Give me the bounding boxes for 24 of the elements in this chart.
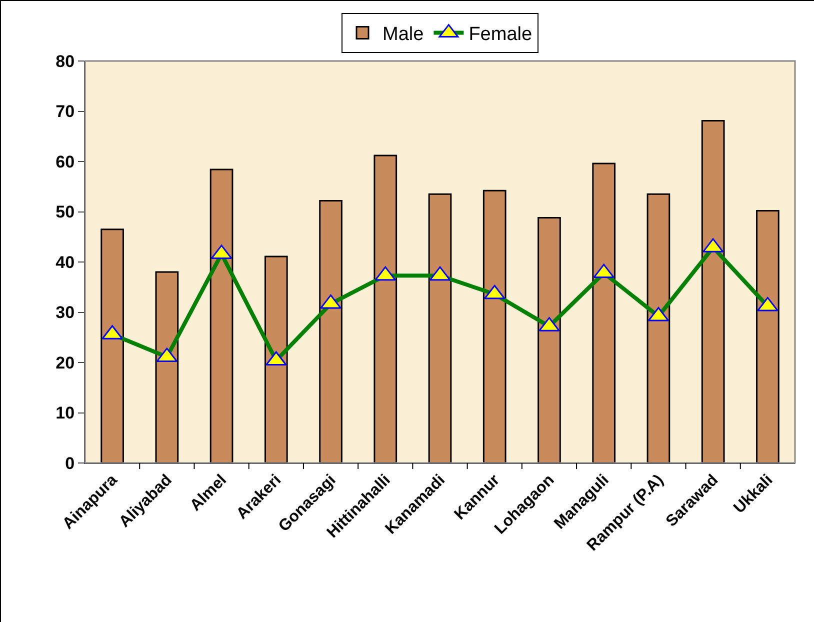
bar [756,210,780,463]
bar [100,228,124,463]
bar [155,271,179,463]
y-tick-label: 60 [56,152,75,172]
bar [374,154,398,463]
y-tick-label: 50 [56,202,75,222]
bar [319,200,342,463]
bar [210,168,234,463]
legend-label: Female [468,24,532,46]
bar [264,256,288,463]
y-tick-label: 40 [56,252,75,272]
bar [701,120,725,463]
bar [482,190,506,463]
y-tick-label: 70 [56,102,75,122]
y-tick-label: 0 [65,454,75,473]
bar [592,162,616,463]
bar [646,193,670,463]
legend-label: Male [382,24,424,46]
y-tick-label: 80 [56,52,75,71]
y-tick-label: 30 [56,303,75,322]
bar [538,217,561,463]
bar [428,193,452,463]
y-tick-label: 10 [56,404,75,423]
y-tick-label: 20 [56,353,75,372]
